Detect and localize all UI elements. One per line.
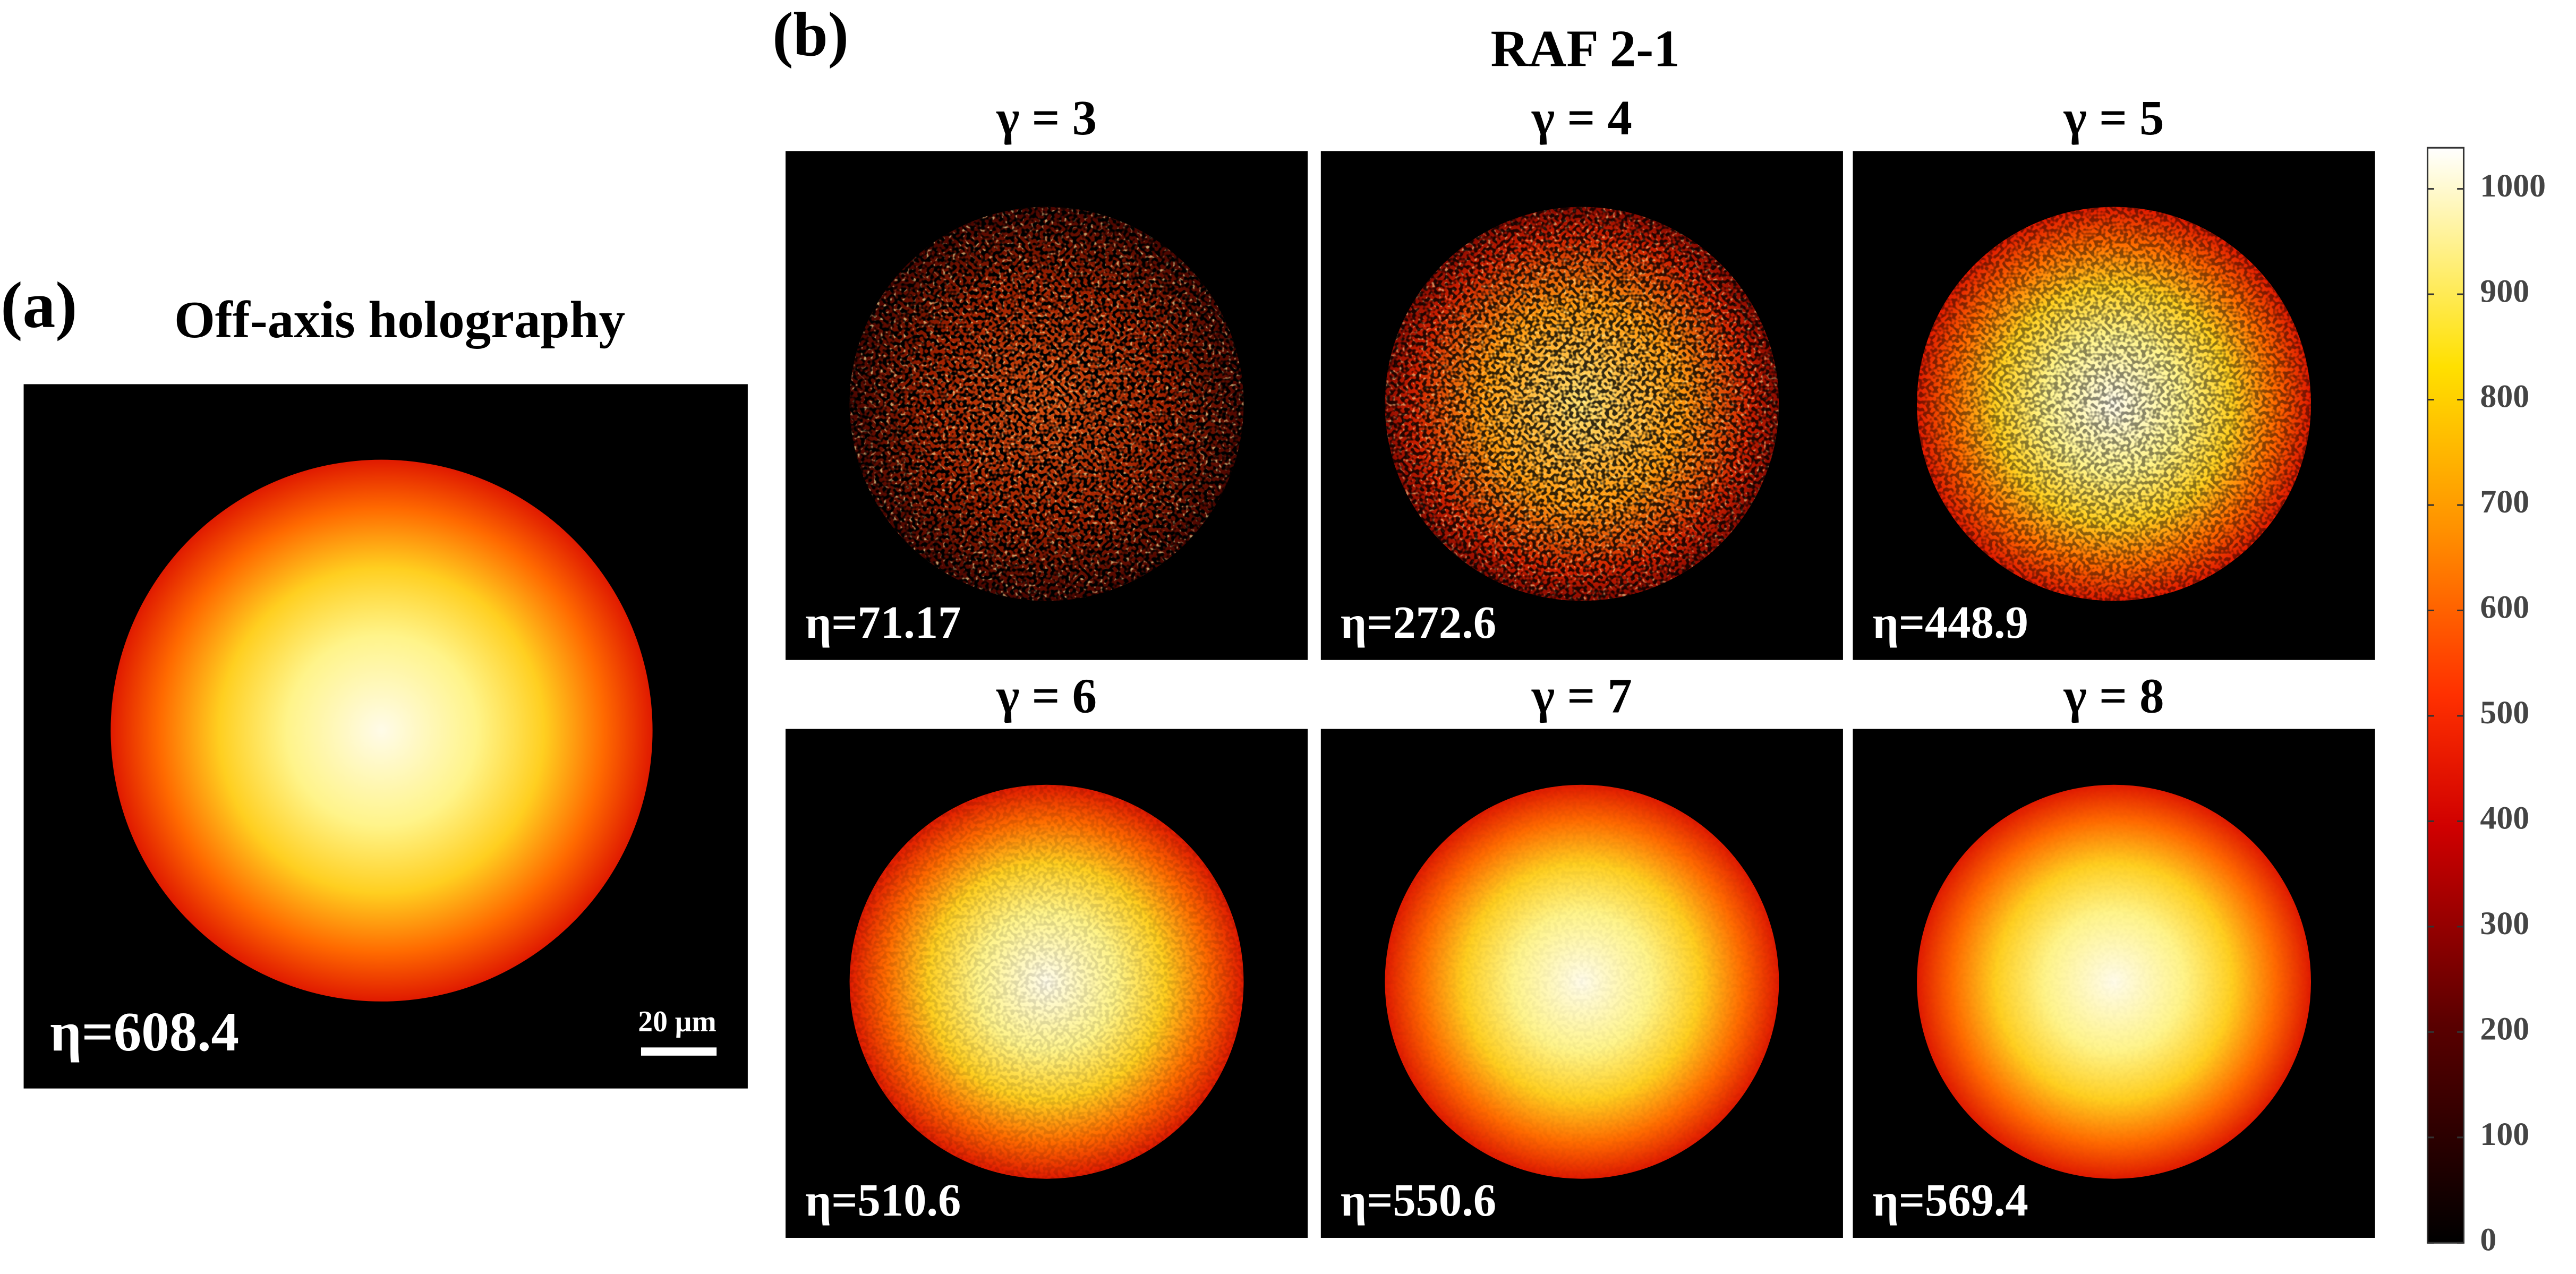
colorbar [2426, 147, 2465, 1244]
panel-label: (b) [772, 0, 849, 69]
eta-label: η=510.6 [805, 1175, 961, 1226]
colorbar-tick-label: 200 [2480, 1011, 2529, 1047]
panel-title: γ = 6 [996, 669, 1097, 723]
eta-label: η=608.4 [50, 1001, 239, 1063]
panel-title: γ = 7 [1531, 669, 1632, 723]
colorbar-tick-label: 700 [2480, 484, 2529, 520]
scalebar [641, 1047, 717, 1056]
particle-image [1385, 784, 1779, 1179]
panel-title: γ = 5 [2063, 91, 2164, 146]
scalebar-label: 20 μm [638, 1005, 716, 1038]
particle-image [1917, 784, 2311, 1179]
eta-label: η=71.17 [805, 597, 961, 648]
colorbar-tick-label: 100 [2480, 1116, 2529, 1152]
speckle-noise [1917, 785, 2311, 1179]
panel-title: γ = 8 [2063, 669, 2164, 723]
colorbar-tick-label: 600 [2480, 589, 2529, 626]
colorbar-tick-label: 900 [2480, 273, 2529, 309]
speckle-noise [1385, 785, 1779, 1179]
panel-title: γ = 3 [996, 91, 1097, 146]
panel-title: Off-axis holography [174, 291, 625, 349]
colorbar-tick-label: 500 [2480, 695, 2529, 731]
eta-label: η=448.9 [1873, 597, 2028, 648]
eta-label: η=569.4 [1873, 1175, 2028, 1226]
speckle-noise [1385, 207, 1779, 601]
panel-title: RAF 2-1 [1490, 20, 1679, 78]
colorbar-tick-label: 300 [2480, 905, 2529, 942]
speckle-noise [849, 784, 1244, 1179]
speckle-noise [849, 207, 1244, 601]
speckle-noise [1917, 207, 2311, 601]
colorbar-tick-label: 800 [2480, 379, 2529, 415]
eta-label: η=550.6 [1341, 1175, 1496, 1226]
particle-image [110, 459, 653, 1002]
colorbar-tick-label: 0 [2480, 1221, 2496, 1258]
colorbar-tick-label: 1000 [2480, 168, 2546, 204]
panel-label: (a) [1, 269, 77, 341]
panel-title: γ = 4 [1531, 91, 1632, 146]
eta-label: η=272.6 [1341, 597, 1496, 648]
colorbar-tick-label: 400 [2480, 800, 2529, 836]
